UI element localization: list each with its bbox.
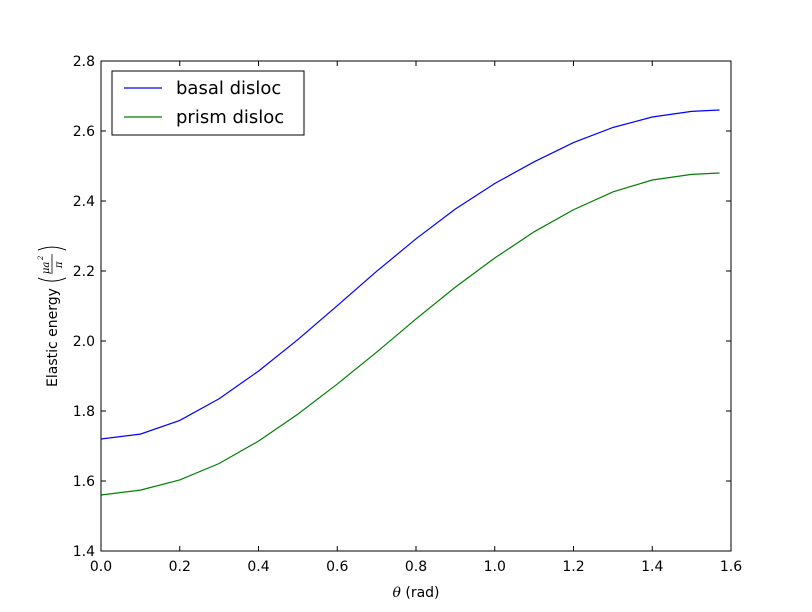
- svg-text:Elastic energy: Elastic energy: [45, 288, 61, 387]
- y-tick-label: 1.8: [73, 404, 95, 420]
- series-line-1: [100, 109, 720, 440]
- y-tick-label: 2.4: [73, 194, 95, 210]
- unit-numerator: μa: [41, 262, 52, 274]
- series-line-2: [100, 172, 720, 496]
- x-tick-label: 1.6: [720, 559, 742, 575]
- x-tick-label: 1.4: [641, 559, 663, 575]
- series-layer: [100, 109, 720, 496]
- x-tick-label: 0.2: [169, 559, 191, 575]
- y-tick-label: 2.6: [73, 124, 95, 140]
- y-axis-text: Elastic energy: [45, 288, 61, 387]
- y-tick-label: 1.4: [73, 544, 95, 560]
- legend: basal disloc prism disloc: [111, 70, 305, 136]
- x-axis-text: (rad): [401, 585, 440, 601]
- legend-label: prism disloc: [176, 107, 284, 128]
- x-tick-label: 0.4: [247, 559, 269, 575]
- unit-left-paren: [37, 277, 67, 282]
- y-tick-label: 1.6: [73, 474, 95, 490]
- unit-exponent: 2: [37, 255, 45, 261]
- x-tick-label: 0.8: [405, 559, 427, 575]
- x-tick-label: 0.6: [326, 559, 348, 575]
- legend-box: [111, 70, 305, 136]
- legend-label: basal disloc: [176, 78, 281, 99]
- y-tick-label: 2.8: [73, 54, 95, 70]
- y-axis-label: Elastic energy μa 2 π: [37, 246, 67, 387]
- x-axis-symbol: θ: [392, 585, 401, 601]
- y-tick-label: 2.2: [73, 264, 95, 280]
- y-tick-label: 2.0: [73, 334, 95, 350]
- x-tick-label: 1.0: [484, 559, 506, 575]
- x-tick-label: 0.0: [90, 559, 112, 575]
- x-axis-label: θ (rad): [392, 585, 439, 601]
- y-axis-unit: μa 2 π: [37, 246, 67, 282]
- x-tick-label: 1.2: [562, 559, 584, 575]
- unit-right-paren: [37, 246, 67, 251]
- unit-denominator: π: [54, 261, 65, 269]
- ticks-layer: 0.0 0.2 0.4 0.6 0.8 1.0 1.2 1.4 1.6 1.4 1.6 1.8 2.0 2…: [73, 54, 742, 575]
